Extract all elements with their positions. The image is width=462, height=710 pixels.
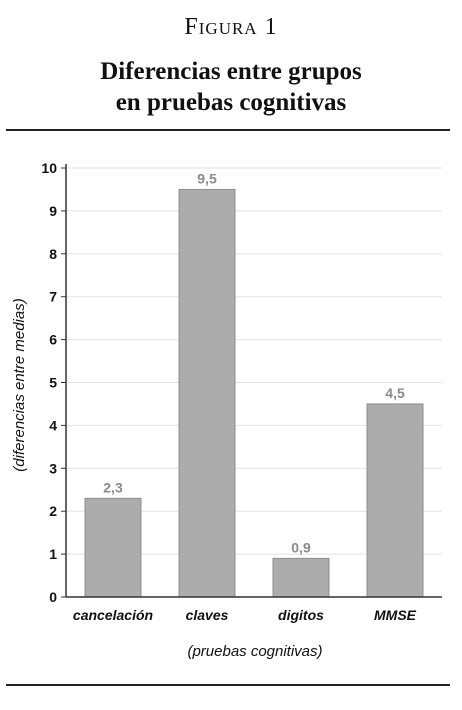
bar-3 xyxy=(366,403,424,598)
x-axis-label: (pruebas cognitivas) xyxy=(187,643,322,660)
top-rule xyxy=(6,129,450,131)
y-tick-label-7: 7 xyxy=(49,289,57,305)
x-tick-label-1: claves xyxy=(186,607,229,623)
bar-0 xyxy=(84,497,142,598)
x-tick-label-2: digitos xyxy=(278,607,324,623)
y-tick-label-5: 5 xyxy=(49,375,57,391)
y-tick-label-1: 1 xyxy=(49,546,57,562)
bar-2 xyxy=(272,557,330,598)
bars xyxy=(84,188,424,598)
value-label-1: 9,5 xyxy=(197,170,217,186)
y-tick-label-9: 9 xyxy=(49,203,57,219)
figure-title: Diferencias entre grupos en pruebas cogn… xyxy=(0,56,462,118)
y-tick-label-6: 6 xyxy=(49,332,57,348)
x-tick-label-3: MMSE xyxy=(374,607,417,623)
y-axis-label: (diferencias entre medias) xyxy=(11,298,28,471)
figure-title-line-2: en pruebas cognitivas xyxy=(115,89,347,116)
y-tick-label-8: 8 xyxy=(49,246,57,262)
y-tick-label-4: 4 xyxy=(49,417,57,433)
y-tick-label-2: 2 xyxy=(49,503,57,519)
x-tick-label-0: cancelación xyxy=(73,607,153,623)
value-label-3: 4,5 xyxy=(385,385,405,401)
value-label-0: 2,3 xyxy=(103,479,123,495)
y-tick-label-10: 10 xyxy=(41,160,57,176)
y-tick-label-0: 0 xyxy=(49,589,57,605)
bar-1 xyxy=(178,188,236,598)
y-tick-label-3: 3 xyxy=(49,460,57,476)
figure-label: Figura 1 xyxy=(184,14,278,40)
value-labels: 2,3 9,5 0,9 4,5 xyxy=(103,170,405,555)
y-axis-ticks: 0 1 2 3 4 5 6 7 8 9 10 xyxy=(41,160,66,605)
x-axis-ticks: cancelación claves digitos MMSE xyxy=(73,607,417,623)
figure-title-line-1: Diferencias entre grupos xyxy=(100,58,362,85)
value-label-2: 0,9 xyxy=(291,539,311,555)
bottom-rule xyxy=(6,684,450,686)
